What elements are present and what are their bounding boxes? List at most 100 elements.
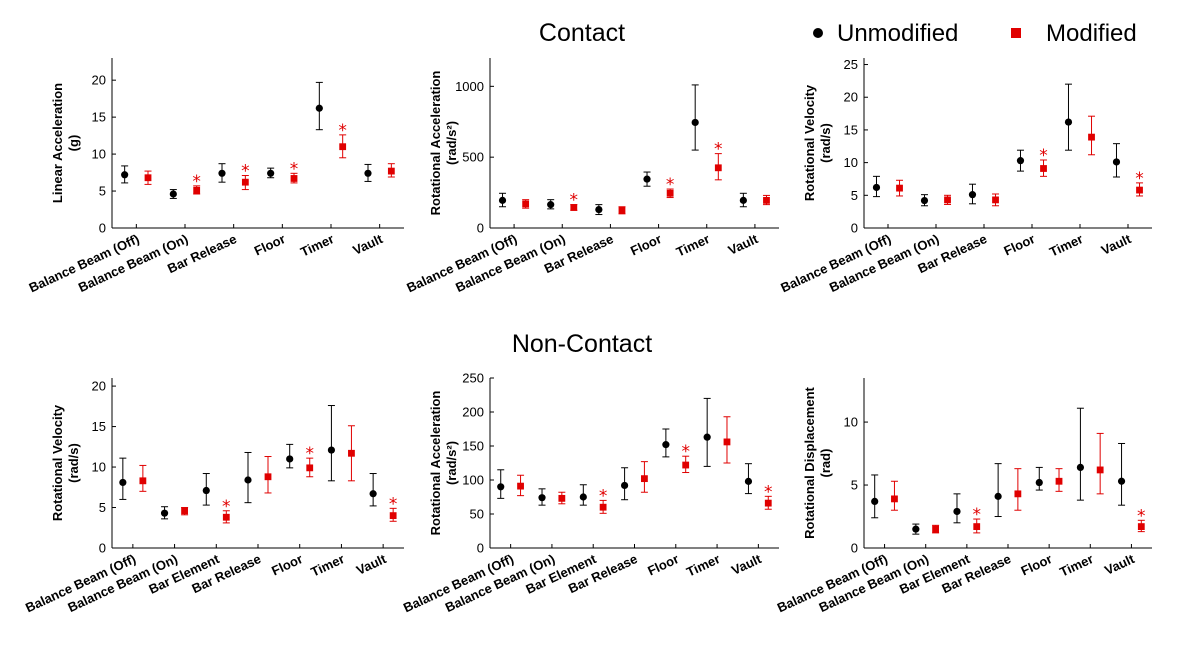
y-tick-label: 10: [92, 147, 106, 162]
data-point-modified: [570, 204, 578, 211]
data-point-unmodified: [119, 478, 127, 487]
data-point-unmodified: [1035, 478, 1043, 487]
x-tick-label: Timer: [308, 551, 346, 579]
y-tick-label: 15: [844, 122, 858, 137]
y-axis-label: Rotational Displacement: [802, 386, 817, 538]
data-point-unmodified: [994, 492, 1002, 500]
significance-marker: *: [972, 505, 981, 525]
y-tick-label: 25: [844, 57, 858, 72]
y-tick-label: 5: [99, 500, 106, 515]
data-point-modified: [763, 196, 770, 204]
data-point-unmodified: [912, 525, 920, 533]
y-axis-unit: (rad/s²): [444, 121, 459, 165]
significance-marker: *: [681, 442, 690, 462]
data-point-unmodified: [1076, 463, 1085, 472]
data-point-modified: [389, 512, 397, 520]
significance-marker: *: [222, 497, 231, 517]
data-point-modified: [973, 523, 981, 530]
y-axis-label: Rotational Acceleration: [428, 391, 443, 536]
x-tick-label: Vault: [1099, 231, 1134, 258]
data-point-modified: [714, 164, 722, 172]
data-point-modified: [387, 167, 395, 175]
x-tick-label: Timer: [684, 551, 722, 579]
x-tick-label: Floor: [645, 551, 681, 578]
data-point-unmodified: [497, 483, 505, 491]
data-point-unmodified: [218, 169, 226, 177]
y-tick-label: 150: [462, 439, 484, 454]
significance-marker: *: [290, 159, 299, 179]
chart-panel: 0 50 100 150 200 250 Rotational Acceleration (r…: [401, 371, 779, 615]
data-point-unmodified: [595, 205, 603, 214]
significance-marker: *: [570, 191, 579, 211]
data-point-modified: [144, 174, 152, 182]
y-tick-label: 100: [462, 473, 484, 488]
significance-marker: *: [1137, 506, 1146, 526]
data-point-unmodified: [953, 507, 961, 516]
data-point-modified: [264, 473, 272, 481]
y-axis-label: Rotational Acceleration: [428, 71, 443, 216]
data-point-unmodified: [1112, 158, 1121, 166]
y-tick-label: 0: [99, 541, 106, 556]
y-tick-label: 5: [851, 478, 858, 493]
data-point-unmodified: [968, 191, 977, 199]
y-tick-label: 500: [462, 150, 484, 165]
data-point-unmodified: [286, 455, 294, 463]
data-point-modified: [944, 196, 951, 204]
y-tick-label: 5: [99, 184, 106, 199]
x-tick-label: Floor: [252, 231, 288, 258]
y-tick-label: 5: [851, 188, 858, 203]
data-point-unmodified: [739, 196, 747, 204]
y-tick-label: 20: [92, 379, 106, 394]
data-point-unmodified: [267, 169, 275, 177]
data-point-unmodified: [703, 433, 711, 441]
data-point-unmodified: [160, 509, 169, 517]
data-point-modified: [1088, 133, 1095, 141]
y-axis-unit: (g): [66, 135, 81, 152]
data-point-modified: [222, 513, 230, 521]
significance-marker: *: [338, 121, 347, 141]
x-tick-label: Vault: [354, 551, 389, 578]
y-axis-unit: (rad/s²): [444, 441, 459, 485]
data-point-modified: [1014, 490, 1022, 498]
data-point-unmodified: [202, 486, 210, 495]
x-tick-label: Floor: [1001, 231, 1037, 258]
data-point-unmodified: [579, 493, 587, 501]
y-tick-label: 0: [477, 221, 484, 236]
data-point-modified: [290, 175, 298, 182]
data-point-modified: [1136, 186, 1143, 194]
data-point-modified: [139, 477, 147, 485]
section-title-contact: Contact: [539, 19, 625, 47]
y-tick-label: 10: [92, 460, 106, 475]
data-point-unmodified: [920, 196, 929, 205]
data-point-unmodified: [643, 175, 651, 183]
x-tick-label: Floor: [269, 551, 305, 578]
data-point-modified: [682, 461, 690, 469]
legend-label-unmodified: Unmodified: [837, 20, 958, 47]
data-point-unmodified: [872, 183, 881, 192]
significance-marker: *: [1039, 146, 1048, 166]
data-point-modified: [618, 206, 626, 214]
data-point-unmodified: [538, 494, 546, 502]
data-point-modified: [1055, 477, 1063, 485]
data-point-unmodified: [1064, 118, 1073, 126]
x-tick-label: Timer: [298, 231, 336, 259]
significance-marker: *: [599, 486, 608, 506]
data-point-modified: [306, 464, 314, 472]
data-point-modified: [1096, 466, 1104, 474]
section-title-noncontact: Non-Contact: [512, 330, 652, 358]
data-point-modified: [193, 186, 201, 194]
data-point-modified: [1137, 523, 1145, 530]
data-point-modified: [992, 196, 999, 204]
data-point-unmodified: [244, 476, 252, 484]
y-tick-label: 0: [851, 221, 858, 236]
y-tick-label: 50: [470, 507, 484, 522]
data-point-unmodified: [744, 477, 753, 485]
significance-marker: *: [241, 162, 250, 182]
legend-marker-modified: [1011, 28, 1021, 38]
data-point-modified: [891, 495, 898, 503]
y-tick-label: 1000: [455, 79, 484, 94]
significance-marker: *: [389, 494, 398, 514]
